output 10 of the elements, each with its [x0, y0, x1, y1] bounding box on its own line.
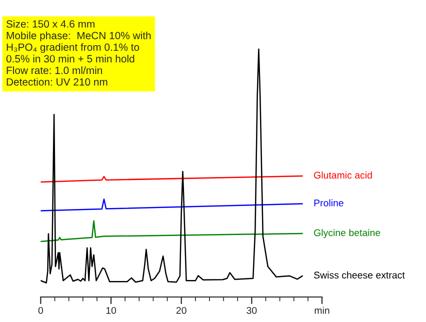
series-label: Proline [314, 199, 344, 206]
x-tick-label: 20 [176, 306, 186, 314]
x-tick-label: 10 [106, 306, 116, 314]
x-tick-label: 30 [246, 306, 257, 314]
series-label: Glutamic acid [314, 171, 372, 179]
series-label: Swiss cheese extract [314, 271, 405, 279]
series-label: Glycine betaine [314, 229, 380, 238]
annotation: Size: 150 x 4.6 mm Mobile phase: MeCN 10% with H₃PO₄ gradient from 0.1% to 0.5% in 30 min + 5 min hold Flow rate: 1.0 ml/min Detection: UV 210 nm [6, 20, 151, 86]
x-tick-label: min [314, 306, 330, 314]
x-tick-label: 0 [38, 306, 44, 314]
